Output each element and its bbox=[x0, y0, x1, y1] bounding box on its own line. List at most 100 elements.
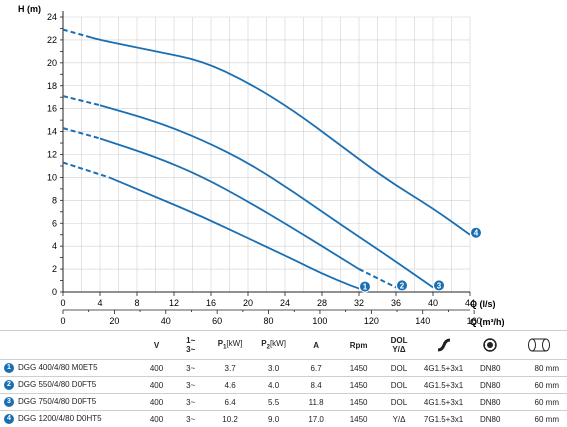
outlet-cell: DN80 bbox=[469, 393, 511, 411]
header-model bbox=[0, 330, 140, 360]
passage-cell: 80 mm bbox=[510, 359, 567, 377]
header-voltage: V bbox=[139, 330, 174, 360]
p1-cell: 4.6 bbox=[208, 376, 252, 394]
curve-dashed-start bbox=[62, 161, 110, 179]
x-tick-label-m3h: 120 bbox=[364, 316, 379, 326]
x-tick-label-ls: 32 bbox=[354, 298, 364, 308]
y-tick-label: 14 bbox=[47, 127, 57, 137]
header-cable bbox=[417, 330, 470, 360]
x-tick-label-m3h: 40 bbox=[161, 316, 171, 326]
y-tick-label: 24 bbox=[47, 12, 57, 22]
model-cell: 4 DGG 1200/4/80 D0HT5 bbox=[0, 410, 140, 427]
x-tick-label-ls: 4 bbox=[97, 298, 102, 308]
y-tick-label: 4 bbox=[52, 241, 57, 251]
starting-cell: DOL bbox=[380, 393, 418, 411]
y-tick-label: 8 bbox=[52, 195, 57, 205]
curve-dashed-start bbox=[62, 28, 92, 39]
rpm-cell: 1450 bbox=[336, 376, 381, 394]
x-axis-label-bottom: Q (m³/h) bbox=[470, 317, 505, 327]
rpm-cell: 1450 bbox=[336, 410, 381, 427]
pump-spec-table-wrap: V 1~ 3~ P1[kW] P2[kW] A Rpm DOL Y/Δ 1 DGG 4… bbox=[0, 330, 567, 427]
p1-cell: 10.2 bbox=[208, 410, 252, 427]
curve-number-badge: 1 bbox=[4, 363, 14, 373]
chart-axes bbox=[60, 11, 475, 314]
curve-dashed-start bbox=[62, 95, 101, 107]
curve-marker-label: 2 bbox=[400, 281, 405, 290]
curve-number-badge: 2 bbox=[4, 380, 14, 390]
x-tick-label-m3h: 20 bbox=[109, 316, 119, 326]
model-name: DGG 400/4/80 M0ET5 bbox=[18, 363, 98, 373]
header-outlet bbox=[469, 330, 511, 360]
x-tick-label-ls: 0 bbox=[60, 298, 65, 308]
voltage-cell: 400 bbox=[139, 359, 174, 377]
passage-cell: 60 mm bbox=[510, 376, 567, 394]
chart-curves bbox=[62, 28, 471, 290]
rpm-cell: 1450 bbox=[336, 393, 381, 411]
x-tick-label-m3h: 140 bbox=[415, 316, 430, 326]
x-tick-label-m3h: 60 bbox=[212, 316, 222, 326]
y-tick-label: 22 bbox=[47, 35, 57, 45]
p2-cell: 5.5 bbox=[251, 393, 296, 411]
model-cell: 3 DGG 750/4/80 D0FT5 bbox=[0, 393, 140, 411]
passage-cell: 60 mm bbox=[510, 393, 567, 411]
curve-marker-2 bbox=[396, 279, 408, 292]
model-name: DGG 750/4/80 D0FT5 bbox=[18, 397, 97, 407]
outlet-cell: DN80 bbox=[469, 359, 511, 377]
p2-cell: 4.0 bbox=[251, 376, 296, 394]
pipe-passage-icon bbox=[527, 338, 550, 352]
outlet-flange-icon bbox=[483, 338, 497, 352]
cable-cell: 4G1.5+3x1 bbox=[417, 359, 470, 377]
x-axis-label-top: Q (l/s) bbox=[470, 299, 496, 309]
curve-marker-label: 1 bbox=[363, 283, 368, 292]
y-tick-label: 2 bbox=[52, 264, 57, 274]
current-cell: 11.8 bbox=[295, 393, 337, 411]
header-phase: 1~ 3~ bbox=[173, 330, 209, 360]
curve-marker-3 bbox=[433, 279, 445, 292]
curve-marker-label: 3 bbox=[437, 281, 442, 290]
curve-marker-4 bbox=[470, 226, 482, 239]
y-tick-label: 18 bbox=[47, 81, 57, 91]
p1-cell: 6.4 bbox=[208, 393, 252, 411]
cable-cell: 4G1.5+3x1 bbox=[417, 393, 470, 411]
x-tick-label-m3h: 80 bbox=[264, 316, 274, 326]
table-row: 4 DGG 1200/4/80 D0HT5 400 3~ 10.2 9.0 17.… bbox=[0, 410, 567, 427]
phase-cell: 3~ bbox=[173, 359, 209, 377]
curve-4 bbox=[90, 36, 471, 236]
voltage-cell: 400 bbox=[139, 410, 174, 427]
curve-1 bbox=[108, 176, 360, 290]
x-tick-label-ls: 36 bbox=[391, 298, 401, 308]
outlet-cell: DN80 bbox=[469, 376, 511, 394]
phase-cell: 3~ bbox=[173, 376, 209, 394]
x-tick-label-ls: 44 bbox=[465, 298, 475, 308]
pump-spec-table: V 1~ 3~ P1[kW] P2[kW] A Rpm DOL Y/Δ 1 DGG 4… bbox=[0, 330, 567, 427]
curve-3 bbox=[99, 104, 434, 289]
starting-cell: DOL bbox=[380, 376, 418, 394]
voltage-cell: 400 bbox=[139, 393, 174, 411]
chart-grid bbox=[62, 16, 471, 293]
model-cell: 1 DGG 400/4/80 M0ET5 bbox=[0, 359, 140, 377]
cable-cell: 4G1.5+3x1 bbox=[417, 376, 470, 394]
rpm-cell: 1450 bbox=[336, 359, 381, 377]
header-p2: P2[kW] bbox=[251, 330, 296, 360]
y-tick-label: 10 bbox=[47, 172, 57, 182]
curve-number-badge: 4 bbox=[4, 414, 14, 424]
curve-dashed-end bbox=[358, 268, 397, 289]
y-tick-label: 20 bbox=[47, 58, 57, 68]
curve-2 bbox=[99, 137, 360, 270]
p2-cell: 9.0 bbox=[251, 410, 296, 427]
x-tick-label-ls: 40 bbox=[428, 298, 438, 308]
table-row: 1 DGG 400/4/80 M0ET5 400 3~ 3.7 3.0 6.7 1… bbox=[0, 359, 567, 377]
phase-cell: 3~ bbox=[173, 410, 209, 427]
x-tick-label-ls: 20 bbox=[243, 298, 253, 308]
y-tick-label: 6 bbox=[52, 218, 57, 228]
table-row: 3 DGG 750/4/80 D0FT5 400 3~ 6.4 5.5 11.8 … bbox=[0, 393, 567, 411]
current-cell: 17.0 bbox=[295, 410, 337, 427]
phase-cell: 3~ bbox=[173, 393, 209, 411]
y-tick-label: 0 bbox=[52, 287, 57, 297]
table-header-row: V 1~ 3~ P1[kW] P2[kW] A Rpm DOL Y/Δ bbox=[0, 330, 567, 360]
y-tick-label: 12 bbox=[47, 150, 57, 160]
header-p1: P1[kW] bbox=[208, 330, 252, 360]
p1-cell: 3.7 bbox=[208, 359, 252, 377]
